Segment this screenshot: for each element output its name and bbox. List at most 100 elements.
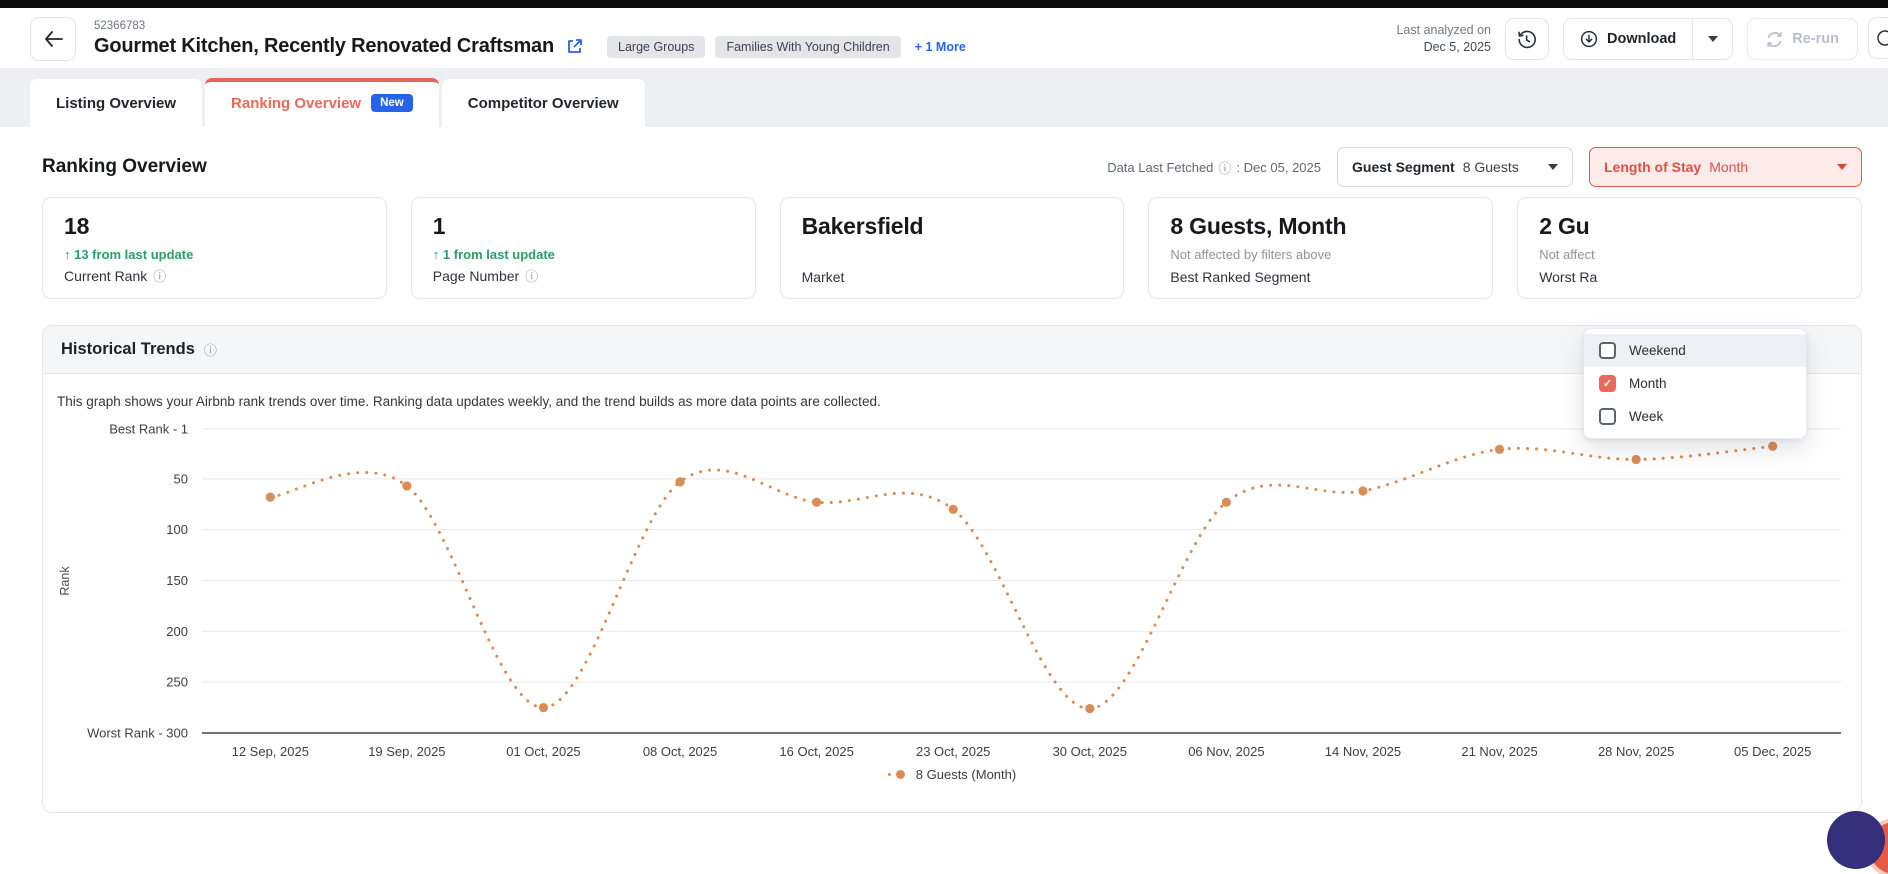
historical-trends-panel: Historical Trends ⓘ This graph shows you…	[42, 325, 1862, 813]
card-note: Not affect	[1539, 247, 1595, 262]
length-of-stay-label: Length of Stay	[1604, 159, 1702, 175]
refresh-icon	[1767, 31, 1782, 47]
stat-card-current-rank: 18 ↑ 13 from last update Current Rank ⓘ	[42, 197, 387, 299]
tab-label: Listing Overview	[56, 95, 177, 112]
card-value: 1	[432, 213, 446, 239]
last-analyzed-date: Dec 5, 2025	[1423, 40, 1491, 54]
data-point	[948, 504, 958, 514]
legend-label: 8 Guests (Month)	[915, 767, 1017, 782]
last-analyzed: Last analyzed on Dec 5, 2025	[1396, 22, 1491, 56]
y-tick-label: 50	[174, 471, 188, 486]
tab-ranking-overview[interactable]: Ranking Overview New	[205, 78, 439, 127]
data-point	[1631, 454, 1641, 465]
back-button[interactable]	[30, 17, 76, 61]
chat-widget-button[interactable]	[1827, 811, 1885, 869]
data-point	[1085, 703, 1095, 714]
info-icon[interactable]: ⓘ	[153, 269, 167, 284]
x-tick-label: 14 Nov, 2025	[1325, 744, 1401, 759]
card-value: Bakersfield	[801, 213, 924, 239]
data-point	[812, 497, 822, 507]
menu-option-label: Weekend	[1629, 343, 1686, 358]
menu-option-label: Month	[1629, 376, 1667, 391]
card-value: 8 Guests, Month	[1170, 213, 1347, 239]
x-tick-label: 28 Nov, 2025	[1598, 744, 1674, 759]
y-axis-label: Rank	[58, 566, 72, 596]
x-tick-label: 08 Oct, 2025	[643, 744, 717, 759]
filter-controls: Data Last Fetched ⓘ : Dec 05, 2025 Guest…	[1107, 147, 1862, 187]
tab-listing-overview[interactable]: Listing Overview	[30, 79, 203, 127]
card-delta: ↑ 13 from last update	[64, 247, 194, 262]
card-label: Best Ranked Segment	[1170, 269, 1311, 285]
guest-segment-value: 8 Guests	[1462, 159, 1519, 175]
x-tick-label: 30 Oct, 2025	[1053, 744, 1127, 759]
info-icon[interactable]: ⓘ	[525, 269, 539, 284]
back-arrow-icon	[44, 31, 63, 47]
menu-option-week[interactable]: Week	[1584, 400, 1806, 433]
download-icon	[1580, 30, 1598, 48]
y-tick-label: 250	[166, 675, 188, 690]
x-tick-label: 23 Oct, 2025	[916, 744, 990, 759]
x-tick-label: 06 Nov, 2025	[1188, 744, 1264, 759]
tab-label: Ranking Overview	[231, 94, 362, 112]
download-menu-button[interactable]	[1692, 19, 1733, 59]
card-note: Not affected by filters above	[1170, 247, 1332, 262]
checkbox-icon[interactable]	[1599, 342, 1616, 359]
data-last-fetched: Data Last Fetched ⓘ : Dec 05, 2025	[1107, 158, 1321, 177]
tab-bar: Listing Overview Ranking Overview New Compe…	[0, 68, 1888, 127]
y-tick-label: 100	[166, 522, 188, 537]
legend-dot-icon	[895, 770, 905, 779]
tab-label: Competitor Overview	[467, 95, 619, 112]
menu-option-label: Week	[1629, 409, 1664, 424]
header-actions: Last analyzed on Dec 5, 2025 Download Re…	[1396, 18, 1858, 60]
trend-line	[268, 444, 1775, 711]
external-link-icon[interactable]	[566, 38, 583, 55]
page-header: 52366783 Gourmet Kitchen, Recently Renov…	[0, 8, 1888, 68]
checkbox-icon[interactable]	[1599, 408, 1616, 425]
chevron-down-icon	[1837, 164, 1847, 170]
data-point	[402, 481, 412, 491]
x-tick-label: 19 Sep, 2025	[368, 744, 445, 759]
menu-option-weekend[interactable]: Weekend	[1584, 334, 1806, 367]
stat-card-market: Bakersfield Market	[779, 197, 1125, 299]
rank-trend-chart: Best Rank - 1 50 100 150 200 250 Worst Rank - …	[43, 411, 1861, 763]
card-value: 2 Gu	[1539, 213, 1590, 239]
info-icon[interactable]: ⓘ	[203, 343, 217, 358]
tab-competitor-overview[interactable]: Competitor Overview	[441, 79, 645, 127]
history-button[interactable]	[1504, 18, 1549, 60]
y-tick-label: 150	[166, 573, 188, 588]
window-top-strip	[0, 0, 1888, 8]
chevron-down-icon	[1707, 36, 1718, 42]
card-label: Current Rank	[64, 267, 148, 284]
x-tick-label: 16 Oct, 2025	[779, 744, 853, 759]
info-icon[interactable]: ⓘ	[1218, 160, 1232, 176]
length-of-stay-menu: Weekend ✓ Month Week	[1583, 328, 1807, 439]
guest-segment-dropdown[interactable]: Guest Segment 8 Guests	[1337, 147, 1573, 187]
guest-segment-label: Guest Segment	[1352, 159, 1455, 175]
checkbox-checked-icon[interactable]: ✓	[1599, 375, 1616, 392]
listing-title-block: 52366783 Gourmet Kitchen, Recently Renov…	[94, 20, 966, 58]
page-title: Gourmet Kitchen, Recently Renovated Craf…	[94, 35, 554, 57]
rerun-button[interactable]: Re-run	[1747, 18, 1858, 60]
menu-option-month[interactable]: ✓ Month	[1584, 367, 1806, 400]
x-tick-label: 05 Dec, 2025	[1734, 744, 1811, 759]
listing-id: 52366783	[94, 20, 146, 32]
legend-dot-icon	[887, 773, 891, 776]
clipped-header-button[interactable]	[1868, 17, 1888, 59]
listing-tag: Families With Young Children	[715, 35, 901, 58]
data-point	[1358, 486, 1368, 496]
download-button[interactable]: Download	[1563, 19, 1693, 59]
length-of-stay-value: Month	[1709, 159, 1749, 175]
last-analyzed-label: Last analyzed on	[1396, 23, 1491, 38]
x-tick-label: 21 Nov, 2025	[1461, 744, 1537, 759]
stat-card-page-number: 1 ↑ 1 from last update Page Number ⓘ	[410, 197, 756, 299]
line-chart: Best Rank - 1 50 100 150 200 250 Worst Rank - …	[58, 422, 1841, 759]
more-tags-link[interactable]: + 1 More	[914, 39, 966, 54]
panel-title: Historical Trends	[61, 340, 195, 358]
download-label: Download	[1606, 31, 1677, 47]
x-tick-label: 01 Oct, 2025	[506, 744, 580, 759]
data-point	[538, 702, 549, 713]
download-split-button: Download	[1562, 18, 1734, 60]
data-point	[1494, 444, 1505, 454]
card-delta: ↑ 1 from last update	[432, 247, 555, 262]
length-of-stay-dropdown[interactable]: Length of Stay Month	[1589, 147, 1862, 187]
